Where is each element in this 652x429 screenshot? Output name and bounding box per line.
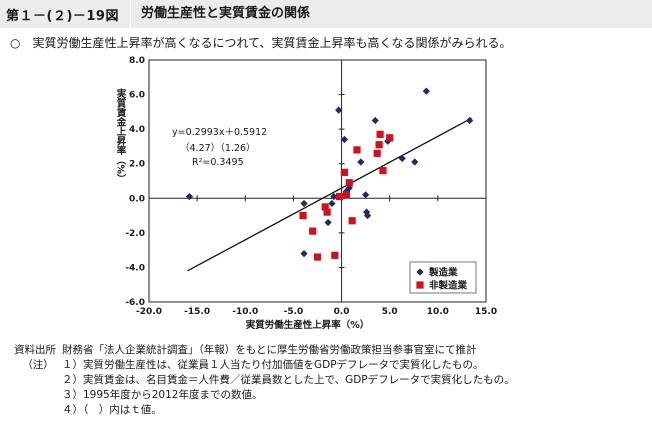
summary: ○ 実質労働生産性上昇率が高くなるにつれて、実質賃金上昇率も高くなる関係がみられる… <box>10 34 512 51</box>
regression-r2: R²=0.3495 <box>192 157 244 168</box>
data-point-square <box>331 251 339 259</box>
data-point-diamond <box>371 116 379 125</box>
summary-bullet: ○ <box>10 36 21 50</box>
data-point-square <box>336 192 344 201</box>
summary-text: 実質労働生産性上昇率が高くなるにつれて、実質賃金上昇率も高くなる関係がみられる。 <box>32 36 512 50</box>
regression-t-values: （4.27）（1.26） <box>180 142 256 154</box>
note-label: 資料出所 <box>14 344 56 356</box>
x-tick-label: -15.0 <box>184 307 210 317</box>
y-tick-label: 4.0 <box>129 125 145 135</box>
x-tick-label: 10.0 <box>427 307 449 317</box>
note-3: ３）1995年度から2012年度までの数値。 <box>14 388 515 403</box>
note-4: ４）（ ）内はｔ値。 <box>14 403 515 418</box>
y-tick-label: -6.0 <box>125 298 145 308</box>
data-point-diamond <box>398 154 406 163</box>
note-label: （注） <box>22 359 54 371</box>
legend-label: 非製造業 <box>429 280 468 292</box>
data-point-diamond <box>363 211 372 220</box>
data-point-square <box>321 203 329 211</box>
scatter-chart: -20.0 -15.0 -10.0 -5.0 0.0 5.0 10.0 15.0 8.0 6.0 4… <box>115 56 498 331</box>
figure-number: 第１－(２)－19図 <box>6 9 119 24</box>
regression-equation: y=0.2993x＋0.5912 <box>172 127 267 138</box>
data-point-diamond <box>362 191 370 199</box>
data-point-square <box>313 253 322 261</box>
data-point-square <box>353 146 361 154</box>
y-tick-label: 6.0 <box>129 91 145 101</box>
data-point-diamond <box>422 87 430 95</box>
regression-line <box>187 117 472 272</box>
y-tick-label: 8.0 <box>129 56 145 66</box>
data-point-square <box>299 211 307 220</box>
note-source: 資料出所 財務省「法人企業統計調査」（年報）をもとに厚生労働省労働政策担当参事官室… <box>14 343 515 358</box>
note-text: １）実質労働生産性は、従業員１人当たり付加価値をGDPデフレータで実質化したもの… <box>62 359 484 371</box>
note-2: ２）実質賃金は、名目賃金＝人件費／従業員数とした上で、GDPデフレータで実質化し… <box>14 373 515 388</box>
data-point-diamond <box>335 106 343 114</box>
y-tick-label: -2.0 <box>125 229 145 239</box>
note-text: ２）実質賃金は、名目賃金＝人件費／従業員数とした上で、GDPデフレータで実質化し… <box>62 374 515 386</box>
data-point-diamond <box>324 218 332 227</box>
data-point-square <box>375 141 383 149</box>
note-text: ４）（ ）内はｔ値。 <box>62 404 162 416</box>
y-tick-label: -4.0 <box>125 263 145 273</box>
data-point-diamond <box>411 158 419 166</box>
y-axis-title: 実質賃金上昇率（%） <box>115 88 128 184</box>
y-tick-label: 0.0 <box>129 194 145 204</box>
data-point-diamond <box>357 158 365 166</box>
y-tick-label: 2.0 <box>129 160 145 170</box>
x-tick-label: 15.0 <box>475 307 497 317</box>
data-point-diamond <box>340 135 349 144</box>
notes: 資料出所 財務省「法人企業統計調査」（年報）をもとに厚生労働省労働政策担当参事官室… <box>14 343 515 418</box>
data-point-diamond <box>466 116 474 125</box>
figure-title: 労働生産性と実質賃金の関係 <box>130 0 310 28</box>
x-tick-label: -5.0 <box>284 307 304 317</box>
figure-header: 第１－(２)－19図 労働生産性と実質賃金の関係 <box>0 0 652 28</box>
data-point-square <box>348 217 356 225</box>
data-point-square <box>345 179 353 187</box>
data-point-square <box>309 227 317 235</box>
data-point-square <box>386 134 394 142</box>
x-axis-title: 実質労働生産性上昇率（%） <box>246 319 370 331</box>
data-point-square <box>323 208 331 216</box>
legend-label: 製造業 <box>428 267 458 279</box>
x-tick-label: 0.0 <box>334 307 350 317</box>
data-point-square <box>376 130 384 138</box>
data-point-square <box>340 168 349 176</box>
data-point-diamond <box>185 192 194 201</box>
data-point-diamond <box>330 192 338 201</box>
note-text: 財務省「法人企業統計調査」（年報）をもとに厚生労働省労働政策担当参事官室にて推計 <box>62 344 477 356</box>
data-point-diamond <box>300 250 308 258</box>
x-tick-label: -10.0 <box>232 307 258 317</box>
x-tick-label: 5.0 <box>382 307 398 317</box>
data-point-square <box>342 191 350 199</box>
plot-frame <box>148 59 487 303</box>
x-tick-label: -20.0 <box>136 307 162 317</box>
data-point-square <box>416 281 424 289</box>
data-point-diamond <box>300 199 308 208</box>
data-point-diamond <box>416 268 424 276</box>
data-point-square <box>373 149 381 157</box>
data-point-square <box>379 167 387 175</box>
note-text: ３）1995年度から2012年度までの数値。 <box>62 389 263 401</box>
data-point-diamond <box>328 199 336 208</box>
note-1: （注） １）実質労働生産性は、従業員１人当たり付加価値をGDPデフレータで実質化し… <box>14 358 515 373</box>
